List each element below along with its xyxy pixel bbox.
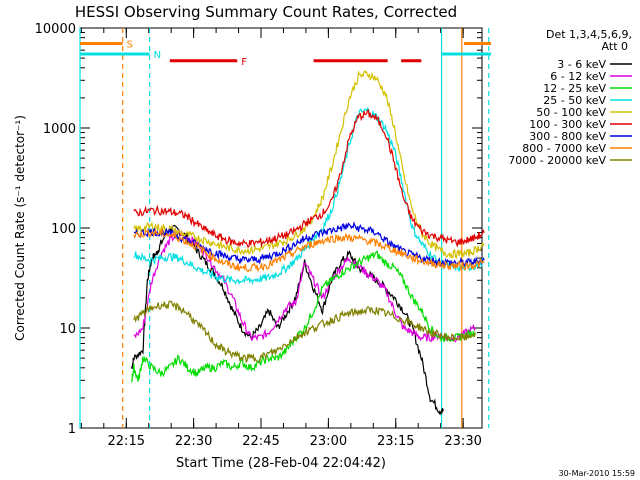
legend-label: 50 - 100 keV [536, 106, 606, 119]
flag-label: S [127, 39, 133, 50]
x-axis-label: Start Time (28-Feb-04 22:04:42) [176, 456, 386, 471]
x-tick-label: 22:15 [108, 434, 145, 449]
legend-label: 7000 - 20000 keV [508, 154, 606, 167]
plot-area [79, 27, 491, 429]
legend-label: 300 - 800 keV [529, 130, 606, 143]
flag-label: N [154, 50, 161, 61]
legend-header-line-2: Att 0 [602, 40, 628, 53]
chart-title: HESSI Observing Summary Count Rates, Cor… [75, 3, 457, 21]
flag-label: F [241, 57, 247, 68]
y-tick-label: 1 [68, 422, 76, 437]
x-tick-label: 22:45 [242, 434, 279, 449]
y-axis-label: Corrected Count Rate (s⁻¹ detector⁻¹) [13, 115, 27, 341]
legend-label: 100 - 300 keV [529, 118, 606, 131]
series-line [131, 250, 476, 383]
footer-date: 30-Mar-2010 15:59 [559, 469, 636, 478]
x-tick-label: 23:00 [310, 434, 347, 449]
legend-label: 3 - 6 keV [557, 58, 606, 71]
series-line [133, 69, 485, 260]
legend-label: 6 - 12 keV [550, 70, 606, 83]
series-line [131, 224, 444, 416]
y-tick-label: 100 [51, 222, 76, 237]
x-tick-label: 22:30 [175, 434, 212, 449]
series-line [133, 109, 485, 249]
x-tick-label: 23:15 [377, 434, 414, 449]
x-tick-label: 23:30 [444, 434, 481, 449]
legend-label: 800 - 7000 keV [522, 142, 606, 155]
legend-label: 12 - 25 keV [543, 82, 606, 95]
series-line [133, 107, 485, 286]
series-line [133, 228, 485, 273]
y-tick-label: 10000 [35, 22, 76, 37]
y-tick-label: 10 [59, 322, 76, 337]
legend-label: 25 - 50 keV [543, 94, 606, 107]
legend-header-line-1: Det 1,3,4,5,6,9, [546, 28, 632, 41]
y-tick-label: 1000 [43, 122, 76, 137]
series-line [133, 300, 476, 364]
